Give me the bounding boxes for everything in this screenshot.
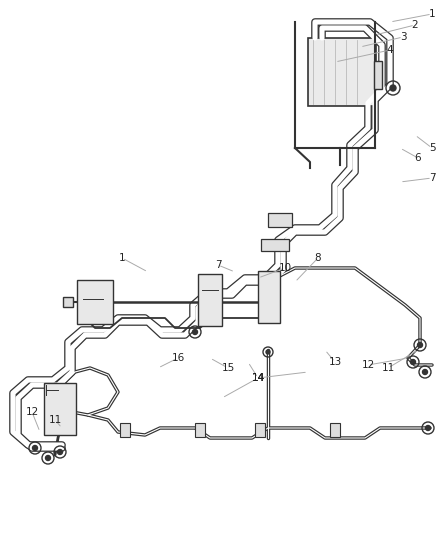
Text: 5: 5 [429,143,435,153]
Text: 14: 14 [251,373,265,383]
Bar [374,61,382,89]
Circle shape [390,85,396,91]
Text: 8: 8 [314,253,321,263]
Text: 11: 11 [48,415,62,425]
Circle shape [46,456,50,461]
Bar [268,213,292,227]
Text: 3: 3 [400,32,406,42]
Bar [330,423,340,437]
Circle shape [57,449,63,455]
Text: 4: 4 [387,45,393,55]
Circle shape [192,329,198,335]
Text: 6: 6 [415,153,421,163]
Text: 16: 16 [171,353,185,363]
Text: 12: 12 [25,407,39,417]
Text: 12: 12 [361,360,374,370]
Circle shape [423,369,427,375]
Text: 1: 1 [429,9,435,19]
Bar [77,280,113,324]
Bar [63,297,73,307]
Text: 10: 10 [279,263,292,273]
Circle shape [425,425,431,431]
Bar [44,383,76,435]
Circle shape [410,359,416,365]
Text: 14: 14 [251,373,265,383]
Text: 14: 14 [251,373,265,383]
Text: 2: 2 [412,20,418,30]
Text: 7: 7 [429,173,435,183]
Bar [261,239,289,251]
Bar [255,423,265,437]
Bar [120,423,130,437]
Circle shape [266,350,270,354]
Circle shape [32,446,38,450]
Text: 11: 11 [381,363,395,373]
Bar [308,38,376,106]
Circle shape [417,343,423,348]
Bar [198,274,222,326]
Text: 15: 15 [221,363,235,373]
Text: 7: 7 [215,260,221,270]
Bar [258,271,280,323]
Text: 13: 13 [328,357,342,367]
Text: 1: 1 [119,253,125,263]
Bar [195,423,205,437]
